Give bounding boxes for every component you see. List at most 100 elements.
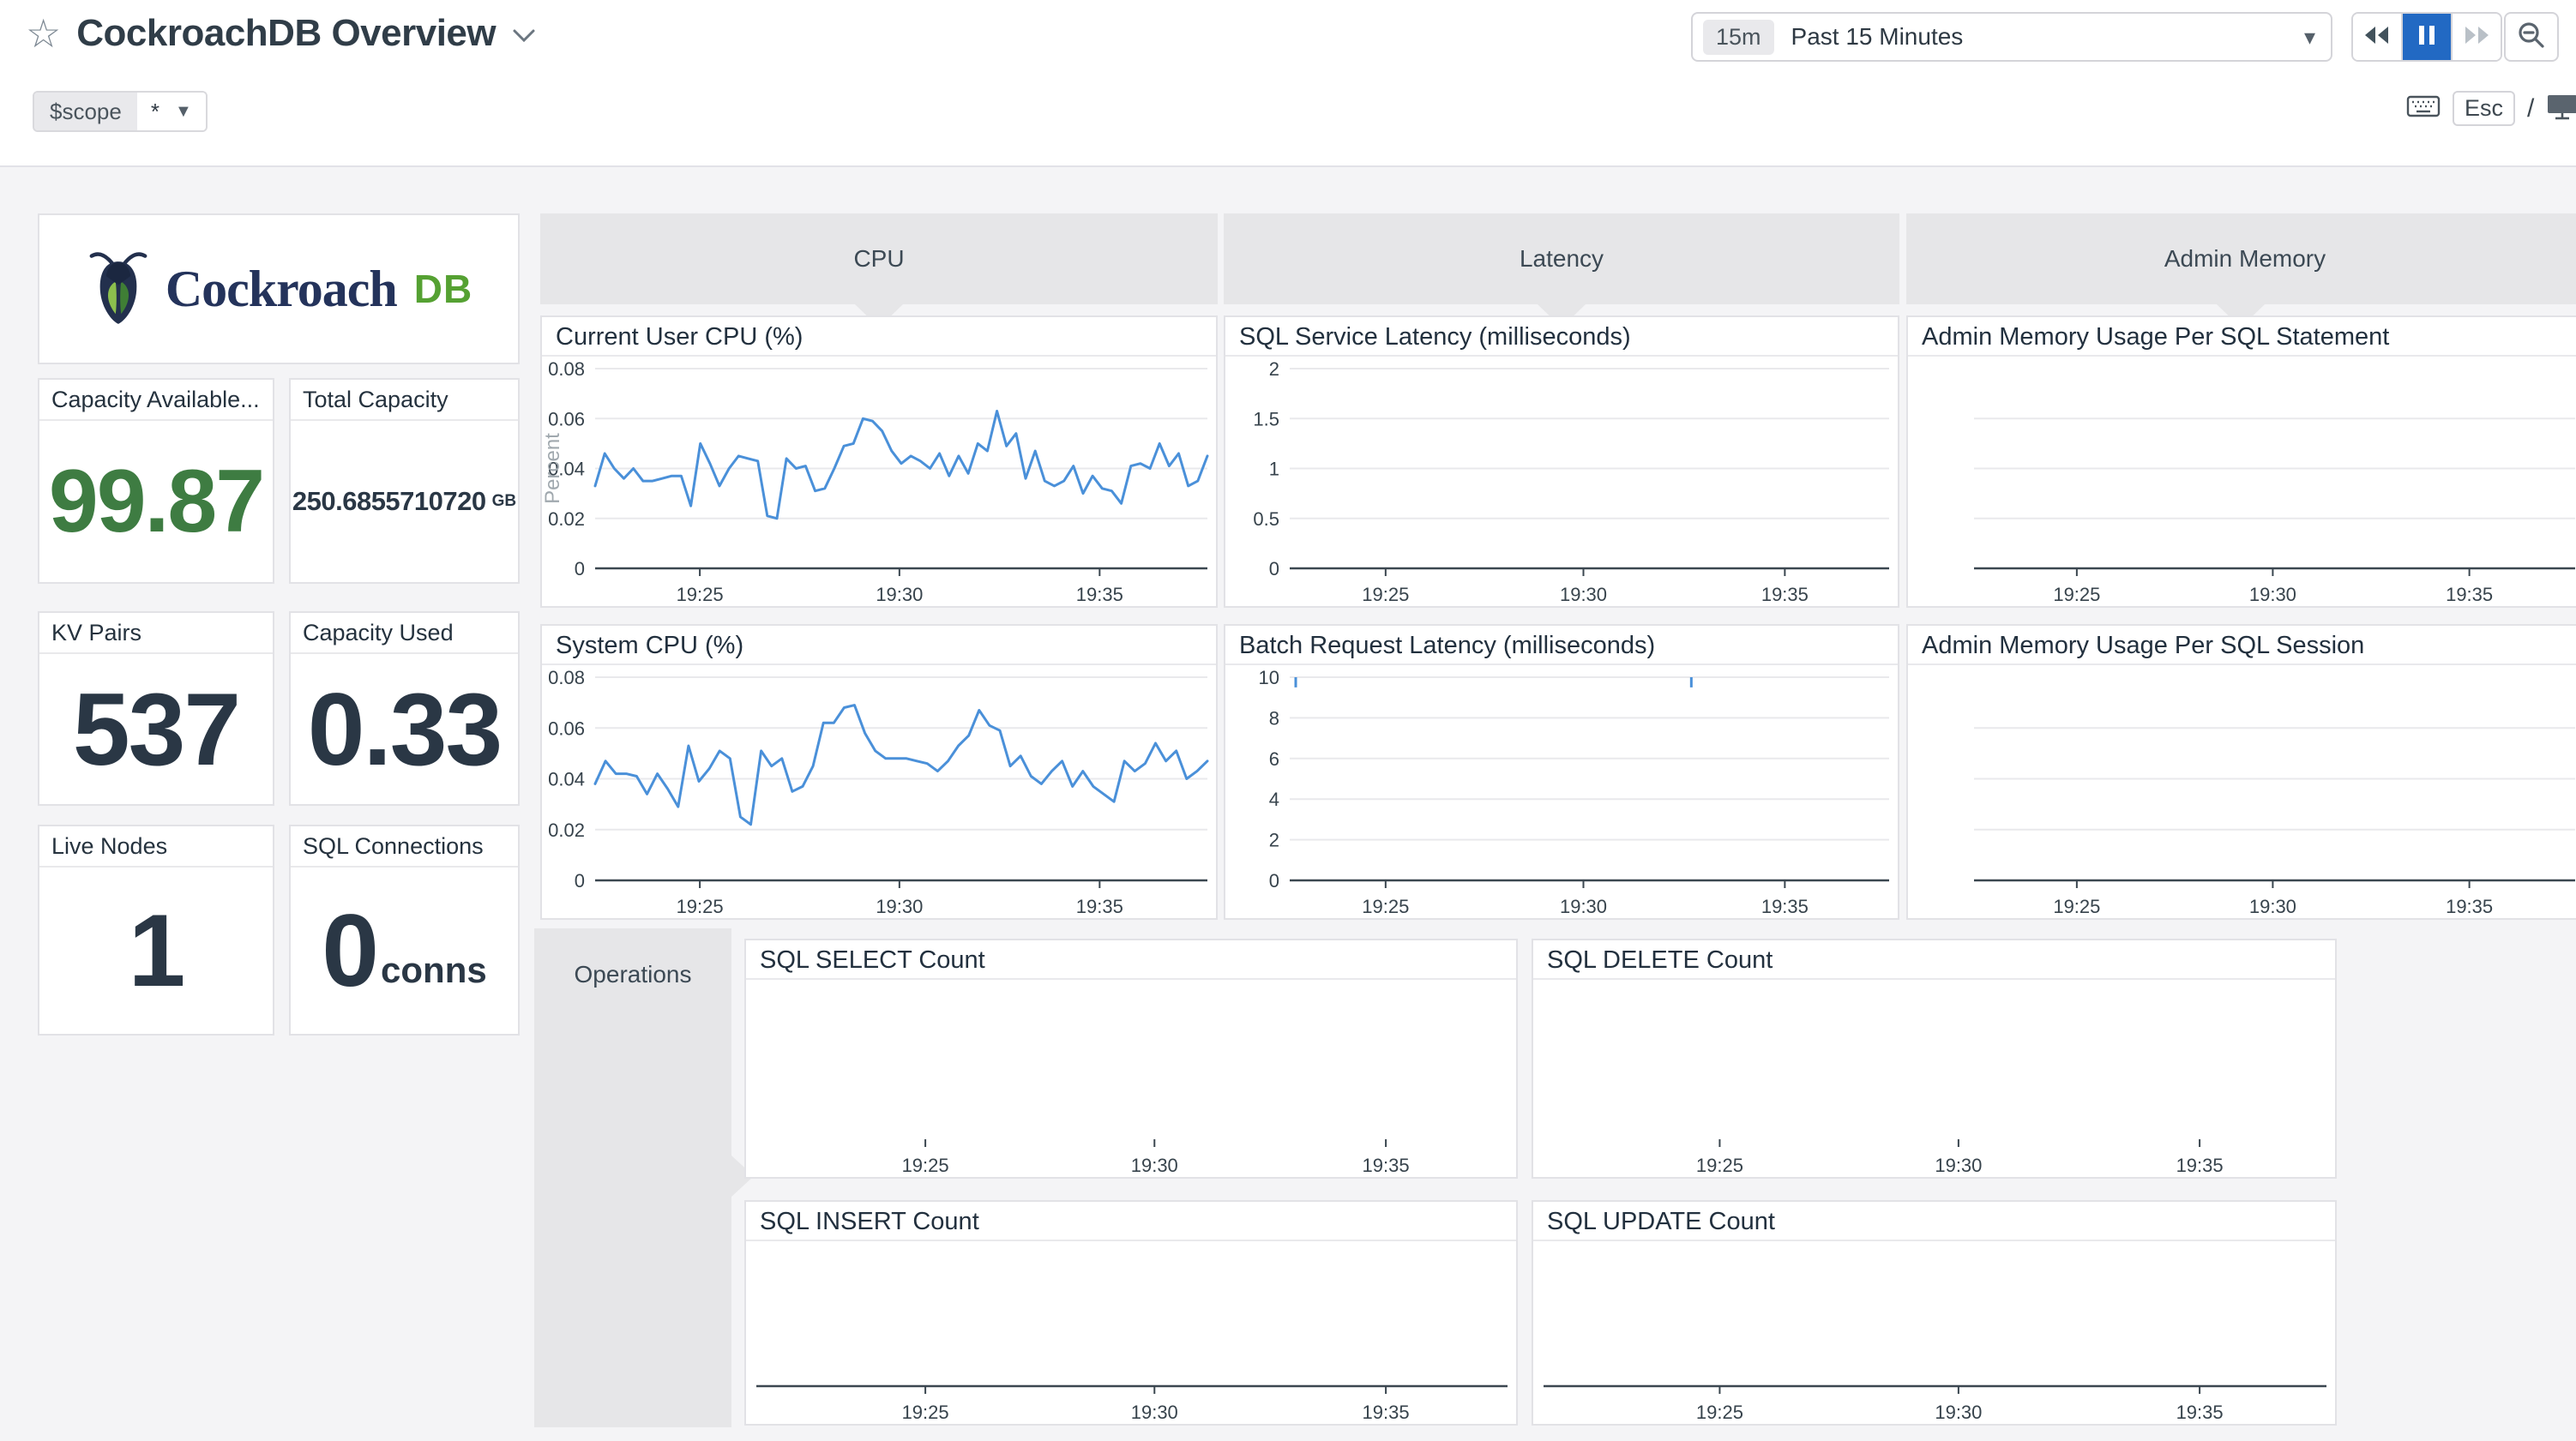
chart-plot-batch-request-latency[interactable]: 0 2 4 6 8 10 19:25 19:30 19:35 bbox=[1225, 665, 1898, 918]
chart-plot-sql-service-latency[interactable]: 0 0.5 1 1.5 2 19:25 19:30 19:35 bbox=[1225, 357, 1898, 606]
svg-text:19:30: 19:30 bbox=[2249, 584, 2296, 605]
skip-backward-icon bbox=[2363, 24, 2391, 51]
chart-card-sql-insert-count: SQL INSERT Count 19:25 19:30 19:35 bbox=[744, 1200, 1518, 1426]
svg-text:0: 0 bbox=[575, 870, 585, 892]
chart-card-sql-update-count: SQL UPDATE Count 19:25 19:30 19:35 bbox=[1532, 1200, 2337, 1426]
svg-text:19:25: 19:25 bbox=[2053, 584, 2100, 605]
skip-forward-icon bbox=[2463, 24, 2490, 51]
chart-plot-sql-delete-count[interactable]: 19:25 19:30 19:35 bbox=[1533, 980, 2335, 1177]
svg-text:0.04: 0.04 bbox=[548, 459, 585, 480]
svg-text:19:25: 19:25 bbox=[677, 584, 724, 605]
svg-text:19:35: 19:35 bbox=[1363, 1402, 1410, 1423]
stat-label: KV Pairs bbox=[39, 613, 273, 654]
chart-plot-system-cpu[interactable]: 0 0.02 0.04 0.06 0.08 19:25 19:30 19:35 bbox=[542, 665, 1216, 918]
time-backward-button[interactable] bbox=[2353, 14, 2403, 60]
svg-text:1.5: 1.5 bbox=[1253, 408, 1279, 429]
group-label: Admin Memory bbox=[2164, 245, 2326, 272]
svg-text:2: 2 bbox=[1269, 830, 1279, 851]
group-header-latency[interactable]: Latency bbox=[1224, 213, 1899, 304]
stat-card-total-capacity[interactable]: Total Capacity 250.6855710720 GB bbox=[289, 378, 520, 584]
svg-text:0: 0 bbox=[1269, 558, 1279, 579]
chart-title: Batch Request Latency (milliseconds) bbox=[1225, 626, 1898, 665]
svg-text:19:30: 19:30 bbox=[1131, 1155, 1178, 1176]
template-variable-scope[interactable]: $scope * ▼ bbox=[33, 91, 208, 132]
stat-value: 1 bbox=[128, 893, 186, 1008]
svg-text:19:30: 19:30 bbox=[1935, 1402, 1982, 1423]
shortcut-row: Esc / bbox=[2406, 91, 2576, 126]
title-chevron-down-icon[interactable] bbox=[511, 27, 537, 49]
group-label: CPU bbox=[853, 245, 905, 272]
stat-value: 99.87 bbox=[48, 451, 265, 551]
svg-text:0.08: 0.08 bbox=[548, 667, 585, 688]
svg-text:19:30: 19:30 bbox=[876, 896, 923, 917]
chart-plot-sql-update-count[interactable]: 19:25 19:30 19:35 bbox=[1533, 1241, 2335, 1424]
logo-brand-text: Cockroach bbox=[165, 260, 398, 317]
svg-text:19:35: 19:35 bbox=[2176, 1155, 2224, 1176]
chart-card-sql-select-count: SQL SELECT Count 19:25 19:30 19:35 bbox=[744, 939, 1518, 1179]
chart-plot-admin-memory-statement[interactable]: 19:25 19:30 19:35 bbox=[1908, 357, 2576, 606]
stat-label: Capacity Used bbox=[291, 613, 518, 654]
svg-text:19:25: 19:25 bbox=[1696, 1155, 1743, 1176]
chart-title: SQL Service Latency (milliseconds) bbox=[1225, 317, 1898, 357]
svg-text:19:30: 19:30 bbox=[876, 584, 923, 605]
scope-value: * ▼ bbox=[136, 93, 206, 130]
favorite-star-icon[interactable]: ☆ bbox=[26, 11, 62, 56]
svg-text:0.06: 0.06 bbox=[548, 408, 585, 429]
group-header-operations[interactable]: Operations bbox=[534, 928, 731, 1427]
stat-value: 0 bbox=[322, 893, 379, 1008]
stat-label: Capacity Available... bbox=[39, 380, 273, 421]
svg-text:19:25: 19:25 bbox=[1362, 896, 1409, 917]
stat-card-capacity-used[interactable]: Capacity Used 0.33 bbox=[289, 611, 520, 806]
svg-text:Percent: Percent bbox=[542, 433, 564, 504]
group-label: Latency bbox=[1519, 245, 1604, 272]
stat-card-live-nodes[interactable]: Live Nodes 1 bbox=[38, 825, 274, 1036]
chart-card-sql-service-latency: SQL Service Latency (milliseconds) 0 0.5 1… bbox=[1224, 315, 1899, 608]
chart-title: SQL INSERT Count bbox=[746, 1202, 1516, 1241]
svg-text:19:35: 19:35 bbox=[1076, 584, 1123, 605]
svg-text:0.02: 0.02 bbox=[548, 820, 585, 841]
chart-plot-sql-select-count[interactable]: 19:25 19:30 19:35 bbox=[746, 980, 1516, 1177]
stat-value: 537 bbox=[72, 671, 241, 787]
group-header-cpu[interactable]: CPU bbox=[540, 213, 1218, 304]
svg-text:19:25: 19:25 bbox=[677, 896, 724, 917]
fullscreen-monitor-icon[interactable] bbox=[2546, 93, 2576, 124]
dashboard-title-row: ☆ CockroachDB Overview bbox=[26, 12, 537, 55]
chart-title: Current User CPU (%) bbox=[542, 317, 1216, 357]
chart-card-admin-memory-statement: Admin Memory Usage Per SQL Statement 19:… bbox=[1906, 315, 2576, 608]
cockroachdb-logo: Cockroach DB bbox=[85, 248, 472, 331]
chart-plot-admin-memory-session[interactable]: 19:25 19:30 19:35 bbox=[1908, 665, 2576, 918]
pause-icon bbox=[2417, 24, 2436, 51]
svg-text:0: 0 bbox=[575, 558, 585, 579]
svg-text:1: 1 bbox=[1269, 459, 1279, 480]
time-range-picker[interactable]: 15m Past 15 Minutes ▾ bbox=[1691, 12, 2332, 62]
svg-text:19:25: 19:25 bbox=[1696, 1402, 1743, 1423]
svg-text:19:25: 19:25 bbox=[902, 1402, 949, 1423]
stat-card-kv-pairs[interactable]: KV Pairs 537 bbox=[38, 611, 274, 806]
chart-title: System CPU (%) bbox=[542, 626, 1216, 665]
chart-plot-current-user-cpu[interactable]: 0 0.02 0.04 0.06 0.08 Percent 19:25 19:30 19:35 bbox=[542, 357, 1216, 606]
zoom-out-button[interactable] bbox=[2504, 12, 2559, 62]
keyboard-icon[interactable] bbox=[2406, 93, 2441, 123]
stat-card-sql-connections[interactable]: SQL Connections 0 conns bbox=[289, 825, 520, 1036]
stat-value: 0.33 bbox=[307, 671, 503, 787]
svg-text:19:30: 19:30 bbox=[1935, 1155, 1982, 1176]
svg-text:19:35: 19:35 bbox=[2446, 896, 2493, 917]
esc-button[interactable]: Esc bbox=[2453, 91, 2516, 126]
stat-unit: conns bbox=[381, 950, 487, 990]
time-pause-button[interactable] bbox=[2403, 14, 2453, 60]
time-forward-button[interactable] bbox=[2453, 14, 2501, 60]
svg-text:19:35: 19:35 bbox=[2176, 1402, 2224, 1423]
stat-label: Live Nodes bbox=[39, 826, 273, 868]
chart-title: SQL UPDATE Count bbox=[1533, 1202, 2335, 1241]
chart-plot-sql-insert-count[interactable]: 19:25 19:30 19:35 bbox=[746, 1241, 1516, 1424]
chart-card-admin-memory-session: Admin Memory Usage Per SQL Session 19:25… bbox=[1906, 624, 2576, 920]
chart-title: Admin Memory Usage Per SQL Statement bbox=[1908, 317, 2576, 357]
svg-text:0: 0 bbox=[1269, 870, 1279, 892]
scope-current-value: * bbox=[150, 98, 159, 124]
group-header-admin-memory[interactable]: Admin Memory bbox=[1906, 213, 2576, 304]
svg-text:19:30: 19:30 bbox=[1560, 896, 1607, 917]
stat-card-capacity-available[interactable]: Capacity Available... 99.87 bbox=[38, 378, 274, 584]
chart-card-sql-delete-count: SQL DELETE Count 19:25 19:30 19:35 bbox=[1532, 939, 2337, 1179]
scope-variable-label: $scope bbox=[34, 93, 137, 130]
time-range-badge: 15m bbox=[1703, 19, 1774, 55]
